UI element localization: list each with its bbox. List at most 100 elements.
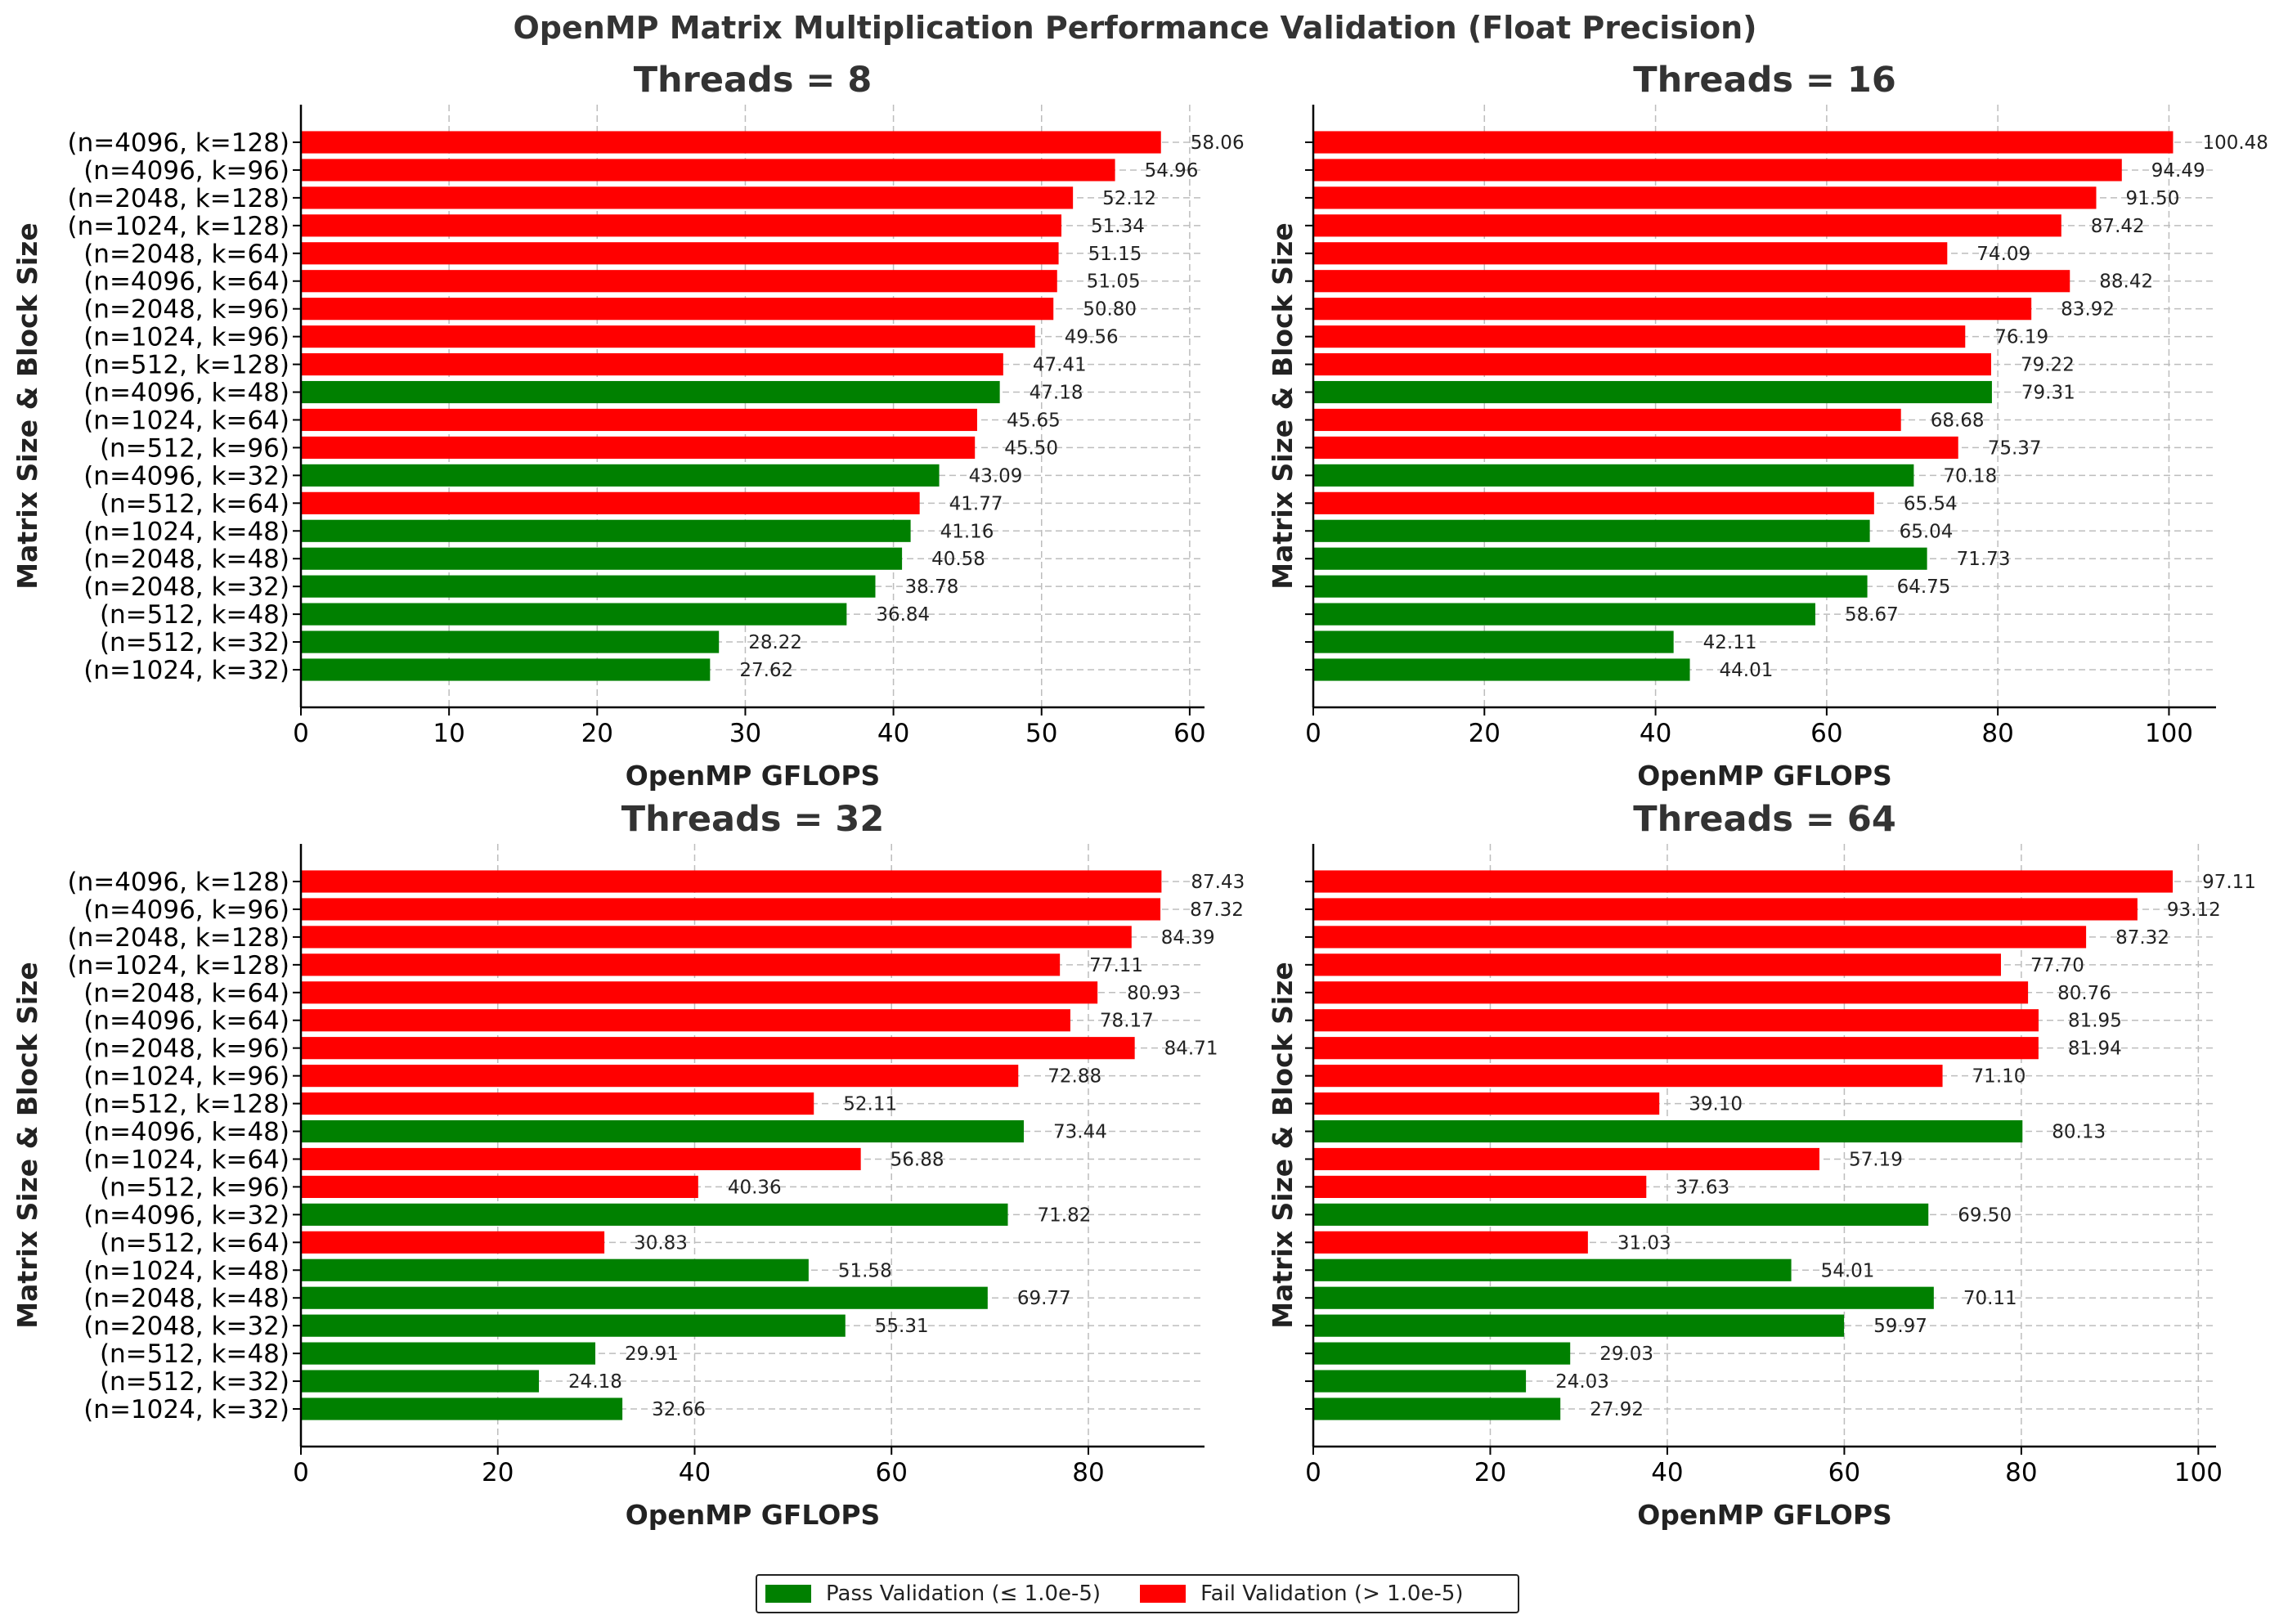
- x-tick-label: 30: [729, 719, 761, 748]
- y-tick-label: (n=4096, k=64): [83, 1007, 289, 1036]
- y-tick-label: (n=512, k=64): [100, 1228, 289, 1258]
- bar: [301, 1009, 1070, 1032]
- bar-value-label: 93.12: [2167, 899, 2221, 921]
- x-tick-label: 60: [1828, 1458, 1860, 1487]
- bar: [1313, 1258, 1792, 1281]
- bar-value-label: 51.15: [1088, 244, 1142, 265]
- bar-value-label: 83.92: [2061, 299, 2115, 321]
- bar: [301, 603, 847, 626]
- y-tick-label: (n=4096, k=64): [83, 267, 289, 297]
- y-tick-label: (n=4096, k=48): [83, 1118, 289, 1147]
- bar: [1313, 270, 2070, 293]
- bar-value-label: 56.88: [891, 1149, 944, 1170]
- x-tick-label: 100: [2145, 719, 2193, 748]
- y-axis-label: Matrix Size & Block Size: [11, 222, 43, 589]
- y-tick-label: (n=2048, k=64): [83, 240, 289, 269]
- bar-value-label: 87.32: [1190, 899, 1244, 921]
- bar: [301, 1119, 1024, 1143]
- bar-value-label: 36.84: [876, 604, 930, 626]
- bar-value-label: 51.05: [1087, 271, 1141, 293]
- bar-value-label: 38.78: [904, 576, 958, 598]
- bar-value-label: 58.67: [1845, 604, 1899, 626]
- bar-value-label: 68.68: [1931, 410, 1985, 431]
- bar: [1313, 131, 2174, 154]
- bar-value-label: 71.82: [1038, 1205, 1092, 1226]
- y-tick-label: (n=1024, k=48): [83, 517, 289, 546]
- bar-value-label: 45.50: [1004, 437, 1058, 459]
- bar: [1313, 926, 2087, 949]
- bar: [1313, 575, 1868, 598]
- y-tick-label: (n=1024, k=64): [83, 406, 289, 435]
- bar-value-label: 54.96: [1145, 160, 1199, 182]
- bar-value-label: 24.18: [568, 1371, 622, 1393]
- bar: [1313, 242, 1948, 265]
- bar-value-label: 52.12: [1102, 188, 1156, 209]
- bar: [1313, 380, 1992, 404]
- bar: [1313, 325, 1966, 348]
- bar-value-label: 80.93: [1127, 983, 1181, 1004]
- bar: [1313, 603, 1815, 626]
- bar-value-label: 51.58: [838, 1260, 892, 1281]
- y-tick-label: (n=512, k=96): [100, 433, 289, 463]
- bar-value-label: 69.50: [1958, 1205, 2012, 1226]
- y-tick-label: (n=4096, k=32): [83, 1200, 289, 1230]
- y-tick-label: (n=1024, k=96): [83, 323, 289, 352]
- bar-value-label: 71.73: [1957, 549, 2011, 570]
- bar-value-label: 65.54: [1904, 493, 1958, 514]
- x-tick-label: 60: [875, 1458, 907, 1487]
- y-tick-label: (n=1024, k=128): [67, 951, 289, 980]
- bar: [301, 464, 940, 487]
- bar: [1313, 1147, 1819, 1171]
- bar: [301, 353, 1003, 376]
- bar-value-label: 44.01: [1720, 660, 1774, 681]
- x-axis-label: OpenMP GFLOPS: [626, 760, 881, 792]
- bar-value-label: 57.19: [1849, 1149, 1903, 1170]
- bar-value-label: 69.77: [1017, 1288, 1071, 1309]
- bar-value-label: 91.50: [2125, 188, 2179, 209]
- bar: [301, 1314, 846, 1337]
- bar-value-label: 47.18: [1030, 383, 1083, 404]
- legend-label-pass: Pass Validation (≤ 1.0e-5): [826, 1581, 1101, 1606]
- bar: [1313, 1092, 1660, 1115]
- bar: [1313, 1397, 1561, 1420]
- bar-value-label: 84.39: [1161, 927, 1215, 949]
- bar: [1313, 1314, 1845, 1337]
- bar-value-label: 97.11: [2202, 872, 2256, 893]
- bar-value-label: 29.91: [625, 1344, 679, 1365]
- bar-value-label: 77.70: [2030, 955, 2084, 976]
- bar: [301, 898, 1161, 921]
- bar-value-label: 87.43: [1191, 872, 1245, 893]
- bar: [301, 380, 1000, 404]
- bar: [301, 408, 977, 432]
- x-tick-label: 0: [293, 719, 309, 748]
- x-tick-label: 0: [293, 1458, 309, 1487]
- y-tick-label: (n=1024, k=64): [83, 1145, 289, 1174]
- bar: [1313, 353, 1991, 376]
- bar-value-label: 81.95: [2068, 1011, 2122, 1032]
- bar: [301, 1203, 1008, 1226]
- bar-value-label: 100.48: [2202, 132, 2268, 154]
- bar-value-label: 88.42: [2099, 271, 2153, 293]
- bar-value-label: 75.37: [1988, 437, 2042, 459]
- bar-value-label: 42.11: [1703, 632, 1757, 653]
- y-tick-label: (n=1024, k=96): [83, 1062, 289, 1092]
- x-tick-label: 40: [877, 719, 909, 748]
- chart-title: Threads = 8: [634, 60, 873, 101]
- bar: [301, 242, 1059, 265]
- y-tick-label: (n=512, k=64): [100, 489, 289, 518]
- bar: [1313, 1037, 2039, 1060]
- bar: [301, 491, 920, 514]
- bar-value-label: 40.36: [728, 1177, 782, 1198]
- y-tick-label: (n=2048, k=48): [83, 545, 289, 574]
- bar: [1313, 1119, 2023, 1143]
- y-tick-label: (n=4096, k=96): [83, 895, 289, 925]
- bar-value-label: 55.31: [875, 1316, 929, 1337]
- bar: [301, 1147, 861, 1171]
- bar-value-label: 27.62: [739, 660, 793, 681]
- chart-panel-4: 0 20 40 60 80 100 97.11 93.12 87.32 77.70 80.76 81.…: [1267, 799, 2256, 1531]
- bar-value-label: 77.11: [1089, 955, 1143, 976]
- chart-panel-3: 0 20 40 60 80(n=4096, k=128)(n=4096, k=96)(n…: [11, 799, 1245, 1531]
- bar: [1313, 491, 1874, 514]
- bar: [1313, 298, 2032, 321]
